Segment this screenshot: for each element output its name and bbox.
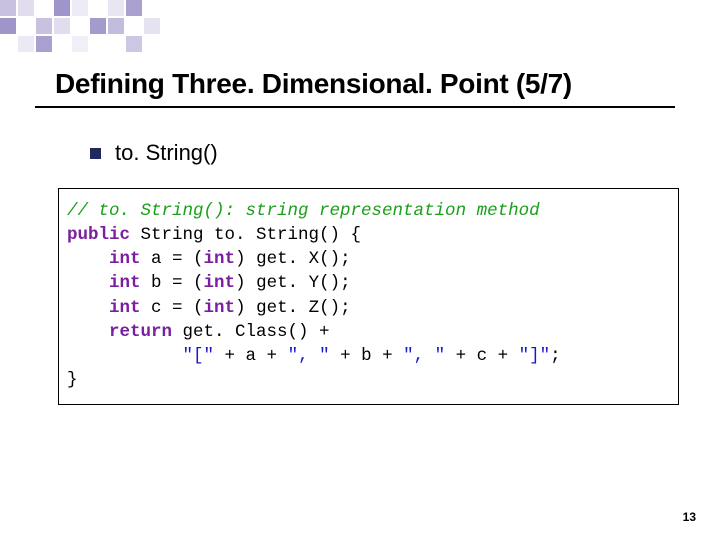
- code-keyword: int: [204, 249, 236, 269]
- title-underline: [35, 106, 675, 108]
- code-text: ) get. Y();: [235, 273, 351, 293]
- code-text: }: [67, 370, 78, 390]
- code-text: ) get. Z();: [235, 298, 351, 318]
- code-string: "[": [183, 346, 215, 366]
- slide-title: Defining Three. Dimensional. Point (5/7): [55, 68, 680, 100]
- code-comment: // to. String(): string representation m…: [67, 201, 540, 221]
- bullet-square-icon: [90, 148, 101, 159]
- code-keyword: int: [109, 273, 141, 293]
- code-keyword: public: [67, 225, 130, 245]
- bullet-row: to. String(): [90, 140, 218, 166]
- code-text: + b +: [330, 346, 404, 366]
- code-text: a = (: [141, 249, 204, 269]
- corner-decoration: [0, 0, 240, 60]
- bullet-text: to. String(): [115, 140, 218, 166]
- code-text: c = (: [141, 298, 204, 318]
- code-keyword: int: [204, 273, 236, 293]
- code-text: String to. String() {: [130, 225, 361, 245]
- code-keyword: int: [109, 249, 141, 269]
- code-string: ", ": [403, 346, 445, 366]
- code-text: + a +: [214, 346, 288, 366]
- code-string: "]": [519, 346, 551, 366]
- code-string: ", ": [288, 346, 330, 366]
- code-text: + c +: [445, 346, 519, 366]
- code-text: ) get. X();: [235, 249, 351, 269]
- title-area: Defining Three. Dimensional. Point (5/7): [55, 68, 680, 108]
- code-text: ;: [550, 346, 561, 366]
- code-keyword: return: [109, 322, 172, 342]
- code-text: b = (: [141, 273, 204, 293]
- code-block: // to. String(): string representation m…: [58, 188, 679, 405]
- code-keyword: int: [204, 298, 236, 318]
- code-text: get. Class() +: [172, 322, 330, 342]
- page-number: 13: [683, 510, 696, 524]
- code-keyword: int: [109, 298, 141, 318]
